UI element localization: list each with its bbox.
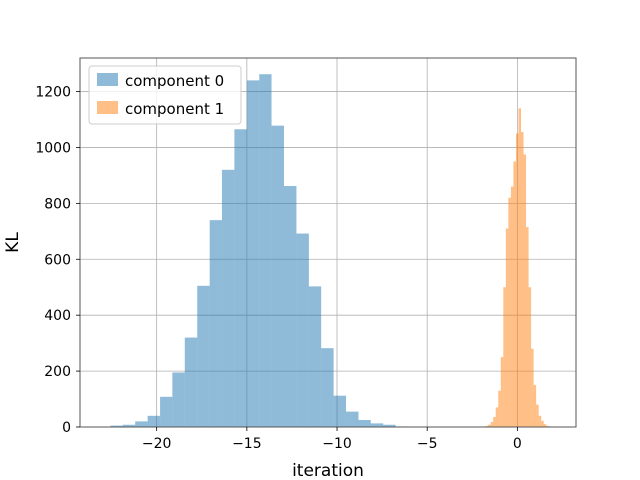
histogram-bar-component-0	[135, 421, 148, 427]
histogram-bar-component-1	[510, 186, 514, 427]
histogram-bar-component-1	[508, 197, 511, 427]
histogram-bar-component-1	[531, 348, 534, 427]
histogram-bar-component-0	[221, 169, 235, 427]
histogram-bar-component-1	[546, 425, 549, 427]
histogram-bar-component-0	[358, 420, 371, 427]
histogram-bar-component-1	[513, 161, 516, 427]
histogram-bar-component-0	[283, 186, 297, 427]
histogram-bar-component-0	[271, 125, 284, 428]
histogram-bar-component-1	[543, 424, 547, 427]
y-axis-title: KL	[3, 232, 23, 253]
axis-ticks: −20 −15 −10 −5 0 0 200 400 600 800 1000 1200	[35, 85, 521, 452]
x-tick-label: −20	[142, 436, 172, 452]
histogram-bar-component-0	[321, 348, 334, 427]
histogram-bar-component-1	[490, 421, 494, 427]
histogram-bar-component-1	[520, 132, 524, 428]
histogram-bar-component-1	[488, 424, 491, 427]
histogram-bar-component-0	[259, 74, 272, 428]
y-tick-label: 1200	[35, 85, 71, 101]
x-tick-label: −10	[322, 436, 352, 452]
histogram-bar-component-1	[485, 425, 489, 427]
legend-label-component-1: component 1	[125, 100, 224, 118]
histogram-bar-component-0	[160, 396, 173, 427]
histogram-bar-component-0	[308, 286, 322, 427]
histogram-bar-component-0	[172, 372, 185, 427]
histogram-bar-component-1	[526, 227, 529, 427]
histogram-bar-component-1	[523, 154, 527, 427]
legend-label-component-0: component 0	[125, 72, 224, 90]
x-axis-title: iteration	[292, 461, 364, 480]
legend: component 0 component 1	[88, 65, 242, 125]
histogram-bar-component-1	[536, 404, 539, 427]
histogram-bar-component-0	[122, 424, 136, 427]
histogram-bar-component-1	[503, 287, 506, 427]
histogram-bar-component-1	[538, 415, 542, 427]
histogram-bar-component-0	[147, 415, 161, 427]
y-tick-label: 200	[44, 364, 71, 380]
histogram-bar-component-1	[500, 357, 504, 427]
histogram-bar-component-0	[370, 423, 384, 427]
histogram-bar-component-1	[518, 108, 521, 428]
histogram-bar-component-0	[110, 425, 123, 427]
y-tick-label: 600	[44, 252, 71, 268]
legend-swatch-component-0	[97, 73, 118, 86]
legend-swatch-component-1	[97, 101, 118, 114]
histogram-bar-component-1	[533, 385, 537, 427]
histogram-bar-component-0	[296, 233, 309, 427]
y-tick-label: 0	[62, 420, 71, 436]
x-tick-label: −5	[417, 436, 438, 452]
histogram-bar-component-0	[383, 424, 396, 427]
histogram-bar-component-0	[234, 129, 247, 427]
y-tick-label: 1000	[35, 140, 71, 156]
histogram-bar-component-0	[197, 285, 210, 427]
histogram-bar-component-0	[184, 337, 198, 427]
histogram-bar-component-0	[346, 411, 359, 427]
histogram-bar-component-1	[528, 287, 532, 427]
histogram-bar-component-1	[505, 228, 509, 427]
histogram-bar-component-1	[541, 420, 544, 427]
x-tick-label: 0	[513, 436, 522, 452]
histogram-bar-component-1	[515, 133, 519, 427]
histogram-bar-component-0	[333, 395, 347, 427]
histogram-bar-component-0	[209, 220, 222, 427]
plot-frame	[79, 57, 577, 428]
histogram-bar-component-1	[498, 390, 501, 427]
bars	[98, 74, 552, 428]
legend-box	[88, 65, 242, 125]
histogram-bar-component-1	[493, 416, 496, 427]
x-tick-label: −15	[232, 436, 262, 452]
histogram-bar-component-0	[246, 80, 260, 427]
y-tick-label: 800	[44, 196, 71, 212]
y-tick-label: 400	[44, 308, 71, 324]
histogram-bar-component-1	[495, 407, 499, 427]
